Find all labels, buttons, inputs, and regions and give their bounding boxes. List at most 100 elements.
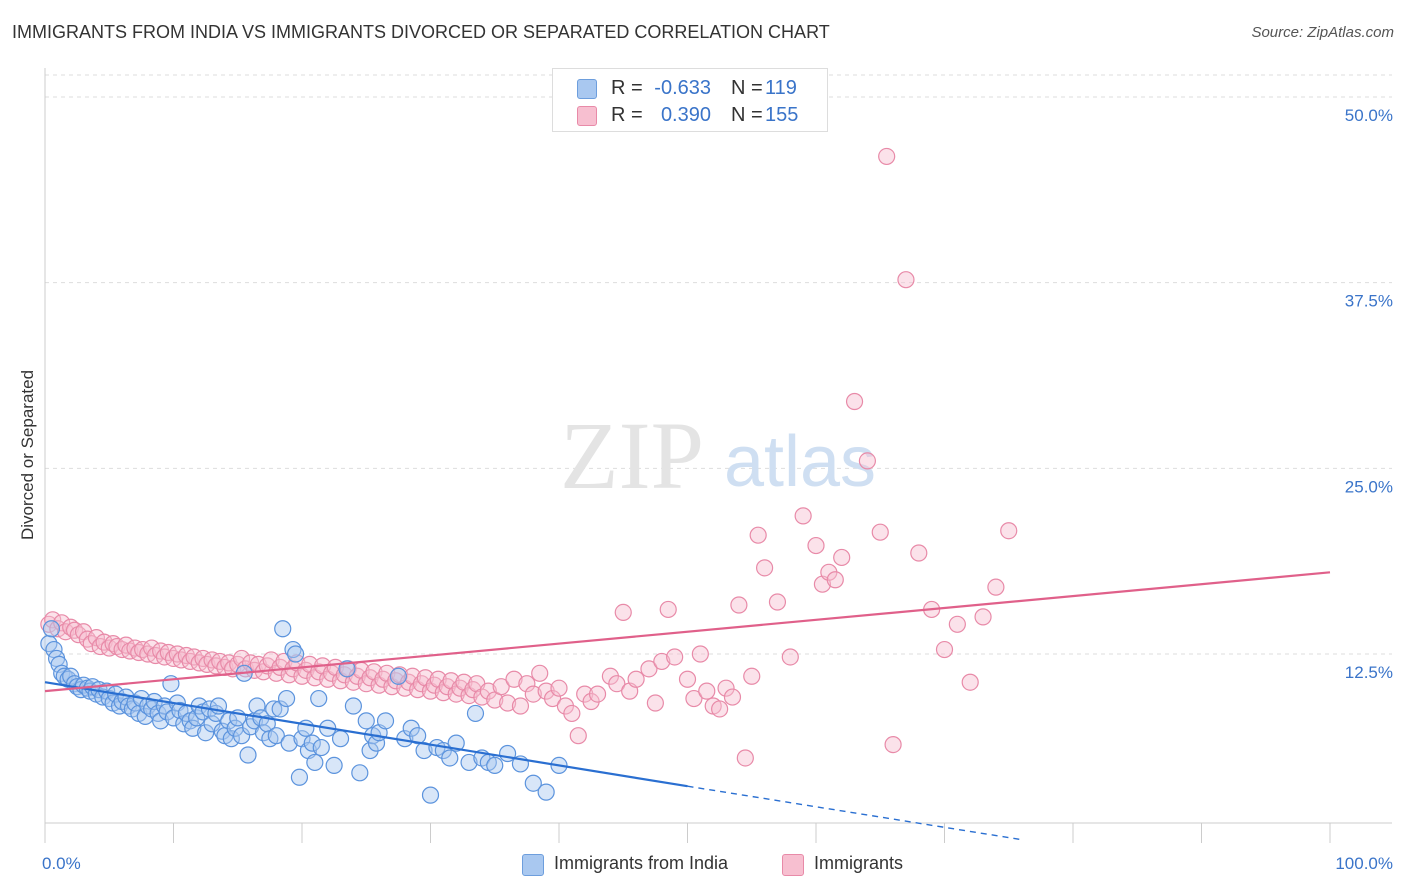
immigrants-point-128 (659, 600, 677, 619)
immigrants-point-106 (505, 670, 523, 688)
india-point-89 (331, 730, 350, 748)
watermark-zip: ZIP (560, 402, 704, 509)
immigrants-point-141 (749, 526, 767, 544)
stats-legend: R = -0.633 N = 119 R = 0.390 N = 155 (552, 68, 828, 132)
immigrants-point-136 (717, 679, 735, 697)
immigrants-point-116 (569, 727, 587, 745)
immigrants-point-150 (833, 548, 851, 567)
india-point-79 (290, 768, 309, 786)
immigrants-trend-line (44, 571, 1331, 693)
immigrants-point-102 (479, 682, 497, 700)
r-label: R = (611, 77, 643, 99)
india-point-113 (486, 756, 504, 775)
immigrants-point-138 (730, 596, 748, 614)
immigrants-point-125 (640, 660, 658, 678)
india-point-76 (280, 734, 298, 752)
india-point-110 (466, 704, 485, 723)
immigrants-point-126 (646, 694, 664, 712)
immigrants-point-161 (961, 673, 979, 691)
immigrants-points (40, 147, 1018, 767)
immigrants-point-145 (794, 507, 812, 525)
india-point-114 (499, 744, 517, 763)
immigrants-point-164 (1000, 522, 1018, 540)
immigrants-point-137 (723, 688, 742, 706)
watermark: ZIP atlas (560, 402, 876, 509)
r-value: -0.633 (654, 77, 711, 99)
y-tick-label-1: 25.0% (1345, 477, 1393, 496)
india-point-73 (271, 700, 289, 718)
india-point-86 (312, 738, 330, 757)
y-tick-label-2: 37.5% (1345, 292, 1393, 311)
immigrants-point-108 (518, 675, 536, 693)
immigrants-point-140 (743, 667, 761, 685)
immigrants-point-115 (563, 704, 581, 723)
india-point-71 (265, 700, 283, 718)
y-tick-label-0: 12.5% (1345, 663, 1393, 682)
immigrants-point-160 (948, 615, 966, 633)
india-point-68 (254, 724, 273, 742)
legend-row-india: R = -0.633 N = 119 (553, 75, 827, 101)
axes (44, 68, 1392, 843)
immigrants-point-159 (935, 640, 954, 659)
india-point-85 (310, 689, 328, 708)
r-label: R = (611, 104, 643, 126)
india-point-116 (524, 774, 542, 792)
india-swatch (577, 79, 597, 99)
immigrants-point-153 (871, 523, 889, 541)
immigrants-point-162 (974, 608, 992, 626)
immigrants-point-132 (691, 645, 709, 663)
legend-label-immigrants: Immigrants (814, 853, 904, 873)
immigrants-point-110 (531, 664, 549, 682)
immigrants-point-155 (884, 736, 902, 754)
india-point-90 (338, 660, 356, 678)
legend-row-immigrants: R = 0.390 N = 155 (553, 102, 827, 128)
immigrants-point-151 (845, 392, 864, 411)
trend-lines (44, 571, 1331, 841)
watermark-atlas: atlas (724, 422, 876, 502)
immigrants-point-105 (499, 694, 517, 712)
india-trend-line (44, 681, 688, 788)
india-point-72 (267, 727, 285, 745)
india-point-102 (409, 727, 427, 745)
immigrants-point-112 (543, 689, 562, 708)
india-point-50 (197, 724, 215, 742)
immigrants-point-104 (492, 678, 510, 696)
immigrants-point-157 (910, 544, 928, 562)
india-trend-extension (687, 785, 1022, 841)
source-credit: Source: ZipAtlas.com (1251, 24, 1394, 41)
immigrants-point-121 (608, 675, 626, 693)
india-point-75 (277, 689, 296, 708)
immigrants-point-131 (685, 689, 703, 708)
immigrants-point-127 (653, 652, 671, 671)
immigrants-swatch (577, 106, 597, 126)
india-point-74 (274, 620, 292, 638)
immigrants-point-129 (666, 648, 684, 666)
chart-title: IMMIGRANTS FROM INDIA VS IMMIGRANTS DIVO… (12, 22, 830, 42)
legend-label-india: Immigrants from India (554, 853, 729, 873)
india-point-63 (239, 746, 257, 764)
immigrants-point-142 (755, 559, 774, 577)
india-point-1 (42, 620, 61, 638)
n-label: N = (731, 77, 763, 99)
immigrants-point-143 (768, 593, 787, 611)
immigrants-point-144 (781, 648, 799, 666)
n-label: N = (731, 104, 763, 126)
immigrants-point-113 (550, 679, 568, 697)
immigrants-point-133 (698, 682, 716, 700)
india-point-117 (537, 783, 555, 801)
immigrants-point-122 (614, 603, 632, 622)
immigrants-point-124 (627, 670, 645, 688)
immigrants-point-45 (233, 649, 251, 668)
india-point-83 (303, 734, 321, 752)
immigrants-point-101 (473, 688, 491, 706)
india-point-78 (286, 645, 305, 663)
india-point-107 (441, 749, 459, 767)
immigrants-point-3 (53, 614, 71, 632)
n-value: 119 (765, 77, 797, 99)
immigrants-point-163 (987, 578, 1005, 596)
india-point-91 (344, 697, 362, 715)
india-point-104 (421, 786, 440, 804)
series-legend: Immigrants from India Immigrants (0, 852, 1406, 876)
immigrants-point-149 (826, 571, 844, 589)
